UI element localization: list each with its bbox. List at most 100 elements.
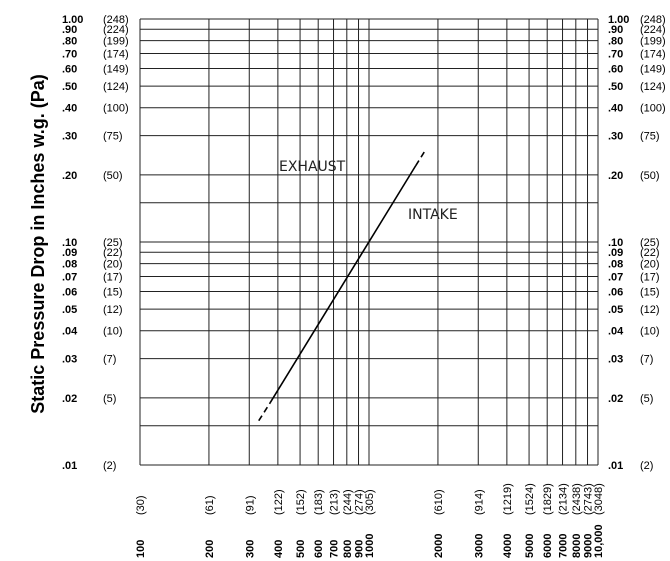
x-tick-labels: 100 (30) 200 (61) 300 (91) 400 (122) 500 (152) 600… <box>135 483 605 558</box>
y-tick-label-left: .60 <box>62 63 77 75</box>
y-tick-label-right: .09 <box>608 247 623 259</box>
y-tick-label-right: .10 <box>608 237 623 249</box>
y-tick-label-right: .06 <box>608 286 623 298</box>
y-tick-label-left: .50 <box>62 81 77 93</box>
y-tick-label-right: .05 <box>608 304 623 316</box>
y-tick-label-right: .40 <box>608 103 623 115</box>
y-tick-label-left: .20 <box>62 170 77 182</box>
y-tick-pa-right: (5) <box>640 393 653 405</box>
y-tick-label-left: .10 <box>62 237 77 249</box>
y-tick-label-right: .20 <box>608 170 623 182</box>
x-tick-label: 2000 <box>433 534 445 558</box>
x-tick-label: 7000 <box>558 534 570 558</box>
x-tick-metric: (1524) <box>524 483 536 515</box>
y-tick-label-left: .02 <box>62 393 77 405</box>
y-tick-pa-right: (2) <box>640 460 653 472</box>
x-tick-metric: (914) <box>473 489 485 515</box>
x-tick-label: 100 <box>135 540 147 558</box>
y-tick-pa-right: (10) <box>640 326 660 338</box>
x-tick-metric: (2134) <box>558 483 570 515</box>
y-tick-pa-left: (100) <box>103 103 129 115</box>
y-tick-label-right: .90 <box>608 24 623 36</box>
x-tick-metric: (122) <box>273 489 285 515</box>
x-tick-label: 1000 <box>364 534 376 558</box>
curve-dashed-low <box>258 402 271 422</box>
y-tick-pa-right: (100) <box>640 103 666 115</box>
y-tick-pa-right: (124) <box>640 81 666 93</box>
x-tick-label: 600 <box>313 540 325 558</box>
x-tick-metric: (274) <box>354 489 366 515</box>
y-tick-label-right: .03 <box>608 354 623 366</box>
y-tick-label-left: .01 <box>62 460 77 472</box>
y-tick-label-right: .50 <box>608 81 623 93</box>
x-tick-label: 400 <box>273 540 285 558</box>
y-tick-pa-left: (199) <box>103 36 129 48</box>
y-tick-pa-right: (248) <box>640 14 666 26</box>
x-tick-label: 300 <box>244 540 256 558</box>
y-tick-pa-right: (75) <box>640 131 660 143</box>
y-tick-label-left: .03 <box>62 354 77 366</box>
y-tick-label-left: 1.00 <box>62 14 83 26</box>
y-tick-label-left: .30 <box>62 131 77 143</box>
y-tick-pa-left: (12) <box>103 304 123 316</box>
x-tick-label: 700 <box>329 540 341 558</box>
curve-solid <box>269 165 417 404</box>
y-tick-pa-right: (50) <box>640 170 660 182</box>
x-tick-metric: (2743) <box>583 483 595 515</box>
x-tick-metric: (1829) <box>542 483 554 515</box>
x-tick-label: 5000 <box>524 534 536 558</box>
y-tick-label-left: .06 <box>62 286 77 298</box>
x-tick-label: 900 <box>354 540 366 558</box>
y-tick-pa-left: (20) <box>103 259 123 271</box>
pressure-curve <box>258 150 426 422</box>
y-tick-label-right: .08 <box>608 259 623 271</box>
x-tick-metric: (3048) <box>593 483 605 515</box>
y-tick-pa-left: (15) <box>103 286 123 298</box>
y-tick-pa-right: (22) <box>640 247 660 259</box>
y-tick-pa-left: (10) <box>103 326 123 338</box>
y-tick-pa-left: (25) <box>103 237 123 249</box>
y-tick-pa-left: (174) <box>103 49 129 61</box>
y-tick-pa-right: (174) <box>640 49 666 61</box>
x-tick-label: 500 <box>295 540 307 558</box>
y-tick-label-left: .70 <box>62 49 77 61</box>
x-tick-metric: (610) <box>433 489 445 515</box>
y-tick-label-right: .02 <box>608 393 623 405</box>
y-tick-label-left: .07 <box>62 272 77 284</box>
y-tick-pa-left: (124) <box>103 81 129 93</box>
y-tick-pa-left: (2) <box>103 460 116 472</box>
x-tick-metric: (91) <box>244 495 256 515</box>
y-tick-pa-left: (17) <box>103 272 123 284</box>
y-tick-pa-right: (7) <box>640 354 653 366</box>
y-tick-pa-right: (224) <box>640 24 666 36</box>
y-tick-label-right: .01 <box>608 460 623 472</box>
y-tick-label-right: .04 <box>608 326 624 338</box>
curve-dashed-high <box>415 150 426 167</box>
y-tick-pa-right: (15) <box>640 286 660 298</box>
x-tick-label: 9000 <box>583 534 595 558</box>
x-tick-metric: (244) <box>342 489 354 515</box>
y-tick-label-left: .80 <box>62 36 77 48</box>
grid <box>139 18 599 466</box>
x-tick-label: 800 <box>342 540 354 558</box>
x-tick-metric: (1219) <box>502 483 514 515</box>
y-tick-pa-left: (149) <box>103 63 129 75</box>
y-tick-pa-right: (17) <box>640 272 660 284</box>
y-tick-label-left: .90 <box>62 24 77 36</box>
y-tick-label-right: .80 <box>608 36 623 48</box>
y-tick-pa-left: (50) <box>103 170 123 182</box>
x-tick-label: 3000 <box>473 534 485 558</box>
x-tick-metric: (305) <box>364 489 376 515</box>
y-tick-label-left: .08 <box>62 259 77 271</box>
x-tick-label: 6000 <box>542 534 554 558</box>
y-tick-label-right: .60 <box>608 63 623 75</box>
y-tick-pa-right: (20) <box>640 259 660 271</box>
x-tick-label: 200 <box>204 540 216 558</box>
y-tick-pa-left: (248) <box>103 14 129 26</box>
y-tick-label-left: .09 <box>62 247 77 259</box>
x-tick-metric: (61) <box>204 495 216 515</box>
y-tick-label-right: 1.00 <box>608 14 629 26</box>
y-tick-pa-right: (149) <box>640 63 666 75</box>
y-tick-pa-left: (224) <box>103 24 129 36</box>
